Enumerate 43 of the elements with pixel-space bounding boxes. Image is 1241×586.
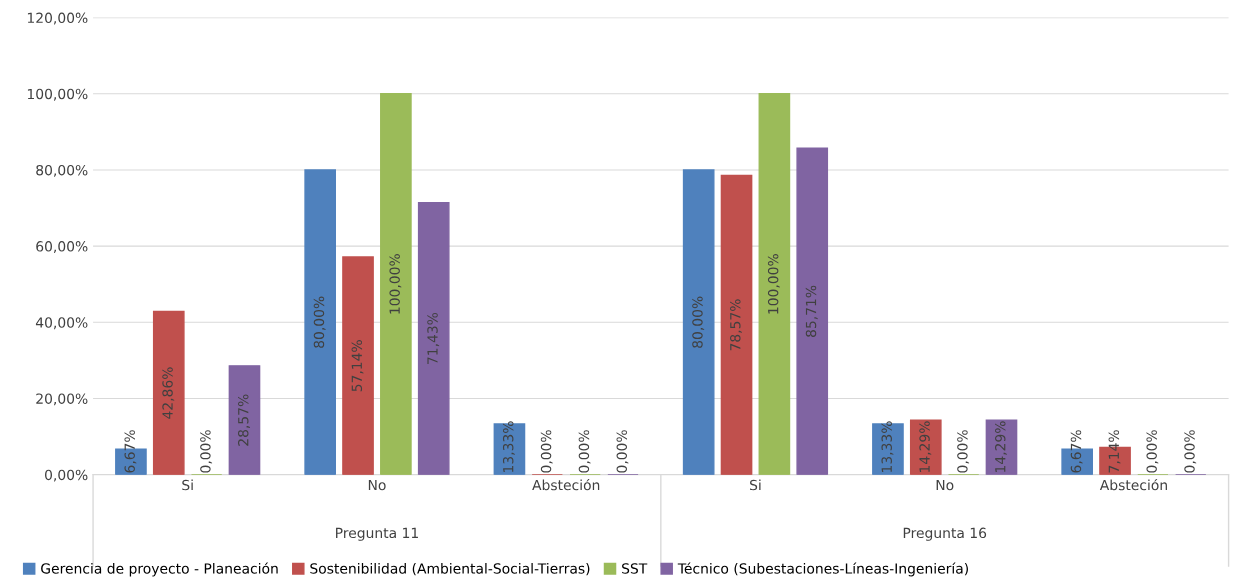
y-tick-label: 80,00% [36, 164, 88, 177]
legend-label: Técnico (Subestaciones-Líneas-Ingeniería) [677, 562, 968, 577]
data-label: 0,00% [616, 430, 629, 473]
data-label: 80,00% [313, 296, 326, 348]
data-label: 14,29% [919, 421, 932, 472]
data-label: 13,33% [502, 421, 515, 472]
data-label: 0,00% [1184, 430, 1197, 473]
data-label: 0,00% [957, 430, 970, 473]
text: Pregunta 16 [903, 527, 987, 541]
y-tick-label: 20,00% [36, 393, 88, 406]
x-tick-label: Absteción [532, 478, 600, 491]
y-tick-label: 120,00% [27, 12, 88, 25]
data-label: 85,71% [805, 285, 818, 337]
data-label: 100,00% [767, 254, 780, 314]
data-label: 13,33% [881, 421, 894, 472]
data-label: 71,43% [427, 312, 440, 364]
data-label: 0,00% [540, 430, 553, 473]
y-tick-label: 60,00% [36, 241, 88, 254]
y-tick-label: 40,00% [35, 317, 88, 330]
data-label: 100,00% [389, 254, 402, 314]
x-tick-label: Si [182, 479, 193, 491]
data-label: 0,00% [200, 430, 213, 473]
data-label: 42,86% [162, 367, 175, 419]
legend-label: Gerencia de proyecto - Planeación [41, 562, 278, 577]
y-tick-label: 0,00% [45, 469, 88, 482]
y-tick-label: 100,00% [27, 88, 88, 101]
x-tick-label: Absteción [1099, 478, 1167, 491]
data-label: 14,29% [995, 421, 1007, 472]
data-label: 0,00% [1146, 430, 1159, 473]
x-tick-label: No [368, 479, 386, 491]
data-label: 6,67% [1070, 430, 1083, 473]
data-label: 6,67% [124, 430, 137, 473]
x-tick-label: No [936, 479, 954, 491]
data-label: 28,57% [238, 394, 250, 446]
data-label: 0,00% [578, 430, 591, 473]
data-label: 57,14% [351, 340, 364, 392]
legend-label: Sostenibilidad (Ambiental-Social-Tierras) [310, 562, 590, 576]
data-label: 7,14% [1108, 430, 1121, 473]
x-tick-label: Si [750, 479, 761, 491]
data-label: 78,57% [730, 299, 742, 351]
text: Pregunta 11 [336, 527, 418, 541]
legend-label: SST [622, 563, 648, 574]
data-label: 80,00% [692, 296, 705, 348]
